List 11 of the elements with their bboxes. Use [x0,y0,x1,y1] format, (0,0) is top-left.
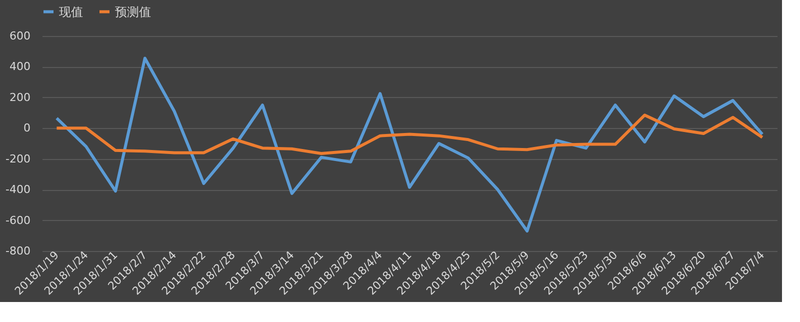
y-tick-label: 200 [10,90,30,104]
y-tick-label: 400 [10,60,30,74]
y-tick-label: 600 [10,30,30,42]
y-tick-label: -400 [6,183,30,196]
y-tick-label: 0 [24,122,30,135]
legend-label: 现值 [59,4,83,19]
line-series [55,56,764,233]
legend-label: 预测值 [115,4,151,19]
y-tick-label: -200 [6,152,30,166]
y-tick-label: -600 [6,214,30,227]
line-series [55,114,764,155]
